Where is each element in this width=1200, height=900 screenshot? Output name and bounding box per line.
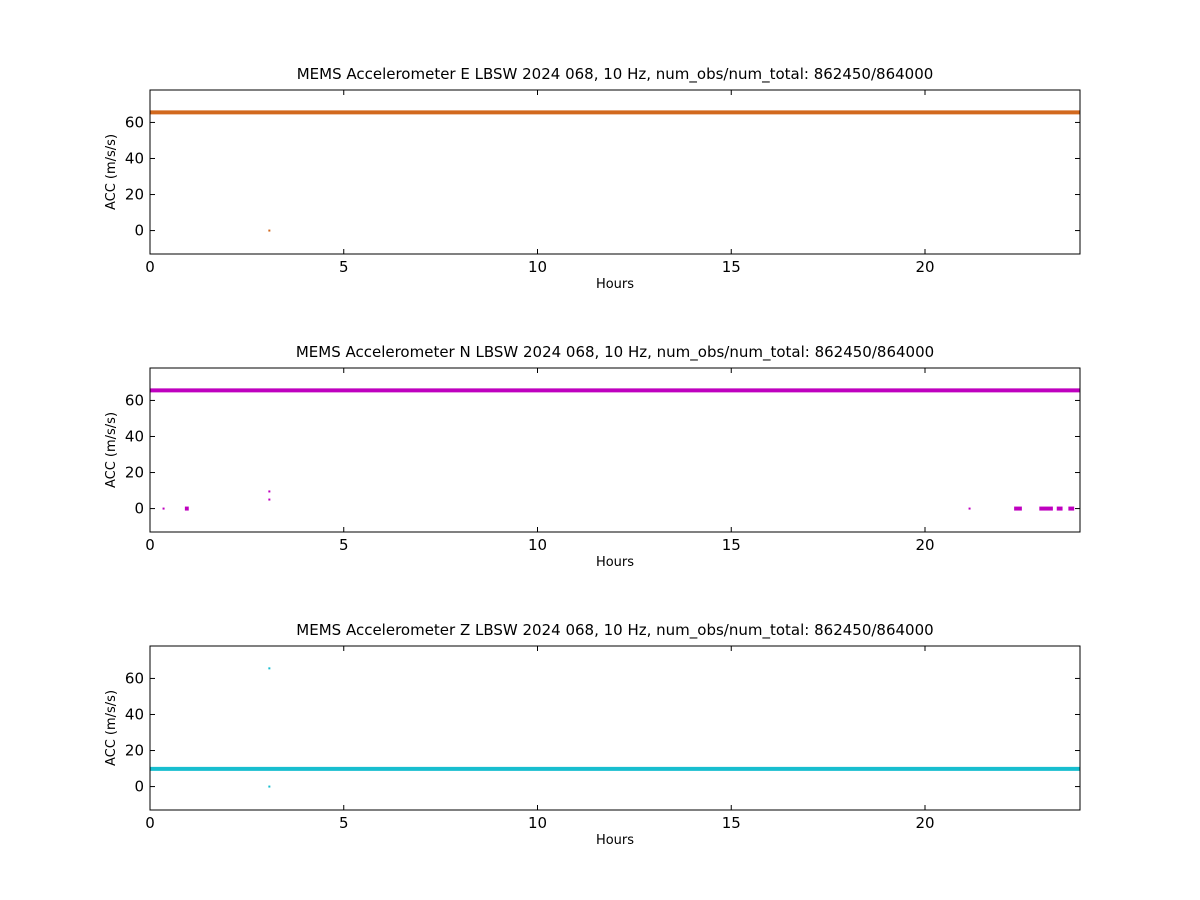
y-axis-label: ACC (m/s/s)	[104, 412, 119, 488]
y-tick-label: 60	[125, 113, 144, 131]
x-tick-label: 0	[145, 258, 155, 276]
x-tick-label: 20	[915, 536, 934, 554]
data-point-0-3	[968, 507, 971, 510]
y-tick-label: 40	[125, 149, 144, 167]
chart-title: MEMS Accelerometer E LBSW 2024 068, 10 H…	[297, 65, 934, 84]
x-tick-label: 20	[915, 258, 934, 276]
x-axis-label: Hours	[596, 277, 634, 292]
y-tick-label: 0	[134, 222, 144, 240]
data-point-0-2	[268, 498, 271, 501]
x-axis-label: Hours	[596, 555, 634, 570]
y-tick-label: 20	[125, 186, 144, 204]
data-point-0-1	[268, 785, 271, 788]
y-tick-label: 20	[125, 464, 144, 482]
y-axis-label: ACC (m/s/s)	[104, 690, 119, 766]
data-point-0-0	[268, 667, 271, 670]
x-tick-label: 10	[528, 814, 547, 832]
chart-title: MEMS Accelerometer N LBSW 2024 068, 10 H…	[296, 343, 934, 362]
x-tick-label: 20	[915, 814, 934, 832]
x-tick-label: 15	[722, 258, 741, 276]
x-tick-label: 15	[722, 814, 741, 832]
y-tick-label: 60	[125, 669, 144, 687]
y-tick-label: 40	[125, 705, 144, 723]
x-tick-label: 5	[339, 258, 349, 276]
y-tick-label: 40	[125, 427, 144, 445]
y-tick-label: 20	[125, 742, 144, 760]
x-tick-label: 5	[339, 536, 349, 554]
x-tick-label: 10	[528, 258, 547, 276]
y-axis-label: ACC (m/s/s)	[104, 134, 119, 210]
x-tick-label: 0	[145, 536, 155, 554]
chart-title: MEMS Accelerometer Z LBSW 2024 068, 10 H…	[296, 621, 933, 640]
x-tick-label: 5	[339, 814, 349, 832]
axes-frame	[149, 367, 1081, 533]
panel-east: MEMS Accelerometer E LBSW 2024 068, 10 H…	[104, 65, 1081, 292]
data-point-0-1	[268, 490, 271, 493]
x-axis-label: Hours	[596, 833, 634, 848]
x-tick-label: 0	[145, 814, 155, 832]
data-point-0-0	[268, 229, 271, 232]
y-tick-label: 0	[134, 500, 144, 518]
axes-frame	[149, 89, 1081, 255]
axes-frame	[149, 645, 1081, 811]
y-tick-label: 60	[125, 391, 144, 409]
y-tick-label: 0	[134, 778, 144, 796]
panel-north: MEMS Accelerometer N LBSW 2024 068, 10 H…	[104, 343, 1081, 570]
x-tick-label: 15	[722, 536, 741, 554]
x-tick-label: 10	[528, 536, 547, 554]
data-point-0-0	[162, 507, 165, 510]
panel-vertical: MEMS Accelerometer Z LBSW 2024 068, 10 H…	[104, 621, 1081, 848]
